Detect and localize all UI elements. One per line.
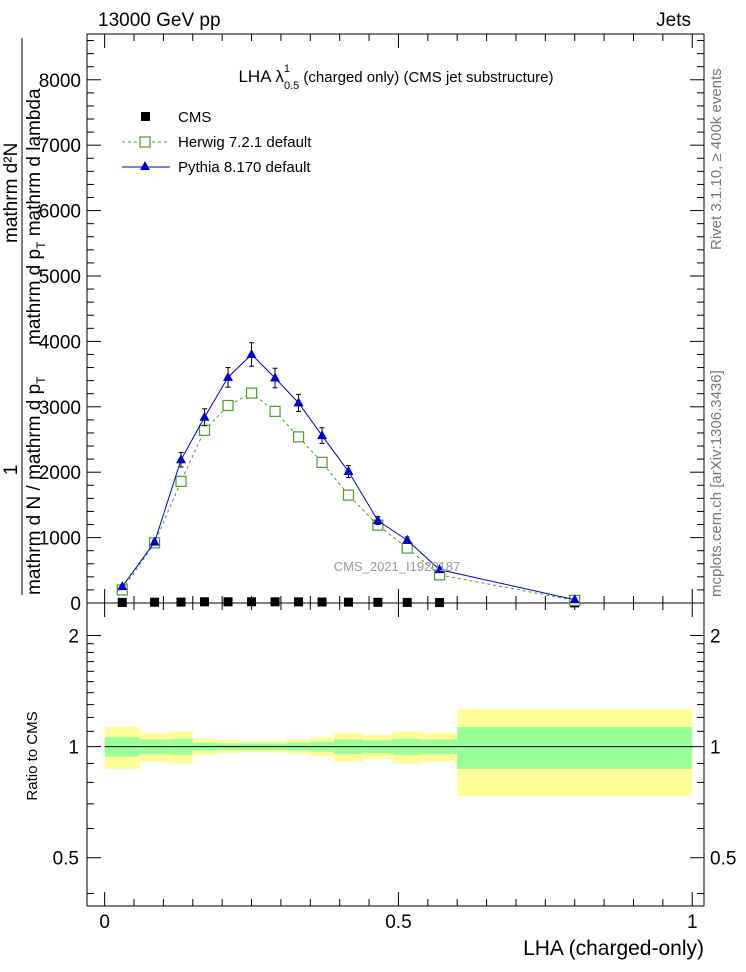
pythia-data-point: [223, 371, 234, 381]
cms-data-point: [117, 597, 127, 607]
cms-data-point: [317, 597, 327, 607]
y-label-num-den-tail: mathrm d lambda: [24, 88, 45, 242]
pythia-data-point: [199, 411, 210, 421]
ratio-y-tick-label-right: 0.5: [710, 849, 736, 870]
cms-data-point: [150, 597, 160, 607]
herwig-data-point: [245, 387, 258, 399]
main-y-tick-label: 6000: [39, 202, 81, 223]
pythia-data-point: [569, 594, 580, 604]
ratio-y-tick-label: 2: [68, 627, 79, 648]
legend: CMS Herwig 7.2.1 default Pythia 8.170 de…: [122, 109, 312, 176]
herwig-data-point: [198, 424, 211, 436]
herwig-data-point: [342, 489, 355, 501]
legend-herwig-label: Herwig 7.2.1 default: [178, 134, 312, 151]
herwig-data-point: [269, 405, 281, 417]
legend-pythia-marker: [140, 161, 150, 170]
y-label-num-den-text: mathrm d p: [24, 249, 45, 345]
pythia-data-point: [149, 536, 160, 546]
rivet-version-label: Rivet 3.1.10, ≥ 400k events: [708, 68, 725, 250]
cms-data-point: [270, 597, 280, 607]
x-tick-label: 0.5: [385, 912, 411, 933]
main-y-axis-label: 1 mathrm d N / mathrm d pT mathrm d²N ma…: [1, 38, 48, 595]
ratio-y-axis-label: Ratio to CMS: [24, 711, 41, 800]
pythia-data-point: [176, 454, 187, 464]
cms-data-point: [373, 597, 383, 607]
ratio-plot-frame: [86, 602, 705, 907]
cms-data-point: [200, 597, 210, 607]
ratio-axes: 0.5 0.5 1 1 2 2 0 0.5 1: [53, 603, 736, 933]
main-y-tick-label: 0: [70, 594, 81, 615]
main-y-tick-label: 7000: [39, 136, 81, 157]
header-energy-label: 13000 GeV pp: [98, 10, 221, 31]
ratio-bands: [104, 708, 693, 796]
ratio-y-tick-label-right: 1: [710, 738, 721, 759]
chart-title-prefix: LHA λ: [238, 67, 284, 86]
x-tick-label: 0: [99, 912, 110, 933]
pythia-data-point: [270, 372, 281, 382]
x-axis-label: LHA (charged-only): [523, 937, 704, 960]
ratio-y-tick-label-right: 2: [710, 627, 721, 648]
legend-cms-label: CMS: [178, 109, 211, 126]
chart-title-sup: 1: [284, 63, 290, 75]
main-y-tick-label: 8000: [39, 71, 81, 92]
main-axes: 0 1000 2000 3000 4000 5000 6000 7000 8000: [39, 34, 704, 615]
y-label-den-text: mathrm d N / mathrm d p: [24, 384, 45, 595]
y-label-den-sub: T: [34, 376, 48, 384]
y-label-one: 1: [1, 465, 22, 476]
cms-data-point: [402, 597, 412, 607]
chart-title-sub: 0.5: [284, 80, 299, 92]
y-label-numerator-den: mathrm d pT mathrm d lambda: [24, 88, 48, 345]
pythia-data-point: [117, 581, 128, 591]
pythia-data-point: [402, 534, 413, 544]
main-y-tick-label: 5000: [39, 267, 81, 288]
herwig-data-point: [175, 475, 187, 487]
herwig-data-point: [292, 431, 305, 443]
pythia-line: [121, 353, 575, 601]
ratio-y-tick-label: 0.5: [53, 849, 79, 870]
x-tick-label: 1: [687, 912, 698, 933]
pythia-data-point: [434, 564, 445, 574]
pythia-data-point: [246, 348, 257, 358]
pythia-data-point: [372, 515, 383, 525]
series-layer: [116, 342, 581, 608]
analysis-watermark: CMS_2021_I1920187: [334, 559, 461, 574]
legend-cms-marker: [141, 112, 150, 121]
cms-data-point: [176, 597, 186, 607]
cms-data-point: [247, 597, 257, 607]
ratio-y-tick-label: 1: [68, 738, 79, 759]
y-label-numerator: mathrm d²N: [1, 143, 22, 243]
cms-data-point: [343, 597, 353, 607]
y-label-denominator: mathrm d N / mathrm d pT: [24, 376, 48, 595]
pythia-data-point: [317, 430, 328, 440]
main-y-tick-label: 3000: [39, 398, 81, 419]
cms-data-point: [294, 597, 304, 607]
mcplots-label: mcplots.cern.ch [arXiv:1306.3436]: [708, 370, 725, 597]
herwig-data-point: [316, 456, 328, 468]
herwig-data-point: [222, 399, 234, 412]
pythia-data-point: [293, 397, 304, 407]
header-jets-label: Jets: [656, 10, 691, 31]
main-y-tick-label: 2000: [39, 463, 81, 484]
herwig-data-point: [401, 542, 413, 554]
cms-data-point: [435, 598, 445, 608]
pythia-data-point: [343, 466, 354, 476]
main-y-tick-label: 4000: [39, 332, 81, 353]
chart-title-suffix: (charged only) (CMS jet substructure): [299, 69, 553, 86]
ratio-stat-band: [457, 727, 693, 769]
y-label-num-den-sub: T: [34, 241, 48, 249]
legend-pythia-label: Pythia 8.170 default: [178, 159, 311, 176]
legend-herwig-marker: [139, 136, 151, 148]
cms-data-point: [223, 597, 233, 607]
chart-title: LHA λ1 0.5 (charged only) (CMS jet substr…: [238, 63, 553, 92]
main-y-tick-label: 1000: [39, 529, 81, 550]
herwig-line: [121, 392, 575, 601]
